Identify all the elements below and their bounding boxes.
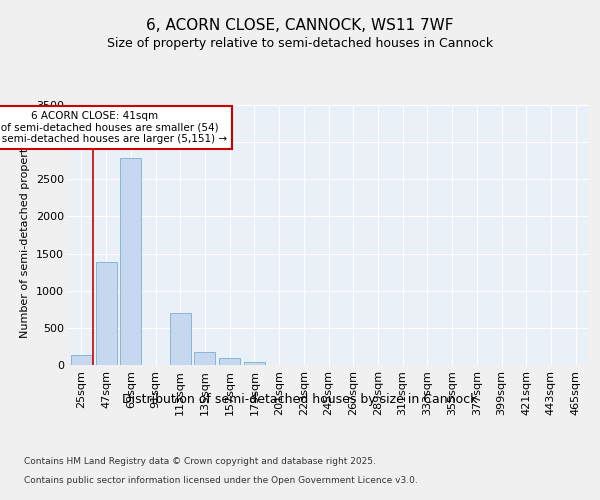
Bar bbox=[170, 313, 191, 365]
Bar bbox=[120, 158, 141, 365]
Text: Size of property relative to semi-detached houses in Cannock: Size of property relative to semi-detach… bbox=[107, 38, 493, 51]
Text: Distribution of semi-detached houses by size in Cannock: Distribution of semi-detached houses by … bbox=[122, 392, 478, 406]
Y-axis label: Number of semi-detached properties: Number of semi-detached properties bbox=[20, 132, 31, 338]
Text: Contains HM Land Registry data © Crown copyright and database right 2025.: Contains HM Land Registry data © Crown c… bbox=[24, 458, 376, 466]
Bar bbox=[194, 352, 215, 365]
Bar bbox=[95, 262, 116, 365]
Bar bbox=[244, 362, 265, 365]
Bar bbox=[71, 354, 92, 365]
Text: Contains public sector information licensed under the Open Government Licence v3: Contains public sector information licen… bbox=[24, 476, 418, 485]
Bar bbox=[219, 358, 240, 365]
Text: 6 ACORN CLOSE: 41sqm
← 1% of semi-detached houses are smaller (54)
99% of semi-d: 6 ACORN CLOSE: 41sqm ← 1% of semi-detach… bbox=[0, 111, 227, 144]
Text: 6, ACORN CLOSE, CANNOCK, WS11 7WF: 6, ACORN CLOSE, CANNOCK, WS11 7WF bbox=[146, 18, 454, 32]
